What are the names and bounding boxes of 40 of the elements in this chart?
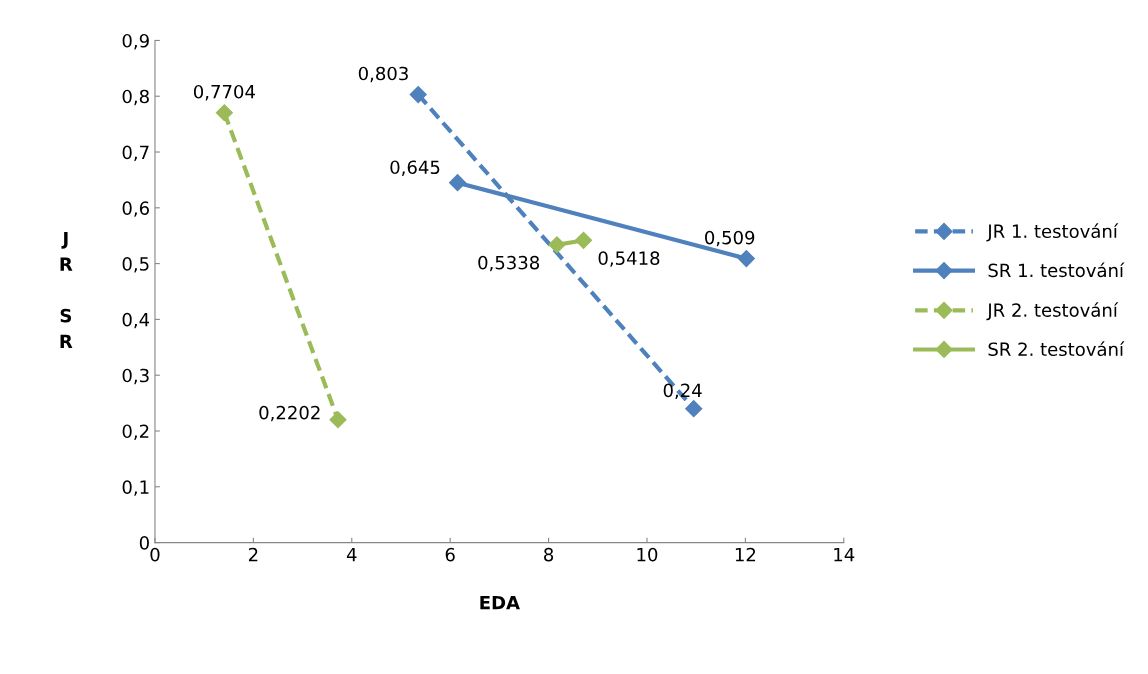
y-tick-label: 0,5 (122, 257, 149, 273)
point (685, 400, 703, 418)
point (409, 86, 427, 104)
x-tick-label: 0 (150, 547, 160, 562)
y-tick-label: 0,2 (122, 424, 149, 440)
point (737, 250, 755, 268)
legend-label: JR 2. testování (986, 302, 1119, 321)
x-tick-label: 6 (445, 547, 455, 562)
data-label: 0,803 (358, 66, 408, 83)
point (574, 231, 593, 249)
x-tick-label: 12 (735, 547, 756, 562)
x-tick-label: 10 (637, 547, 658, 562)
data-label: 0,5418 (598, 251, 660, 267)
x-axis-title: EDA (480, 596, 520, 610)
y-tick-label: 0,9 (122, 33, 149, 50)
point (215, 104, 233, 122)
text: JR SR (60, 231, 73, 348)
data-label: 0,509 (705, 230, 755, 247)
legend-label: SR 1. testování (988, 262, 1125, 278)
y-tick-label: 0,6 (122, 201, 149, 217)
legend-label: SR 2. testování (988, 341, 1125, 357)
y-tick-label: 0 (139, 536, 149, 550)
data-label: 0,7704 (193, 84, 255, 101)
x-tick-label: 4 (346, 547, 357, 562)
y-tick-label: 0,3 (122, 368, 149, 385)
data-label: 0,2202 (259, 405, 320, 422)
x-tick-label: 14 (834, 547, 855, 562)
point (548, 236, 566, 254)
x-tick-label: 2 (248, 547, 258, 562)
x-tick-label: 8 (544, 547, 554, 562)
y-tick-label: 0,7 (122, 145, 149, 161)
data-label: 0,24 (663, 383, 702, 400)
data-label: 0,645 (390, 160, 440, 176)
y-tick-label: 0,8 (122, 89, 149, 106)
y-tick-label: 0,4 (122, 312, 150, 329)
point (329, 411, 347, 429)
data-label: 0,5338 (478, 255, 540, 272)
legend-label: JR 1. testování (986, 223, 1119, 242)
y-tick-label: 0,1 (122, 480, 149, 496)
point (449, 174, 467, 192)
